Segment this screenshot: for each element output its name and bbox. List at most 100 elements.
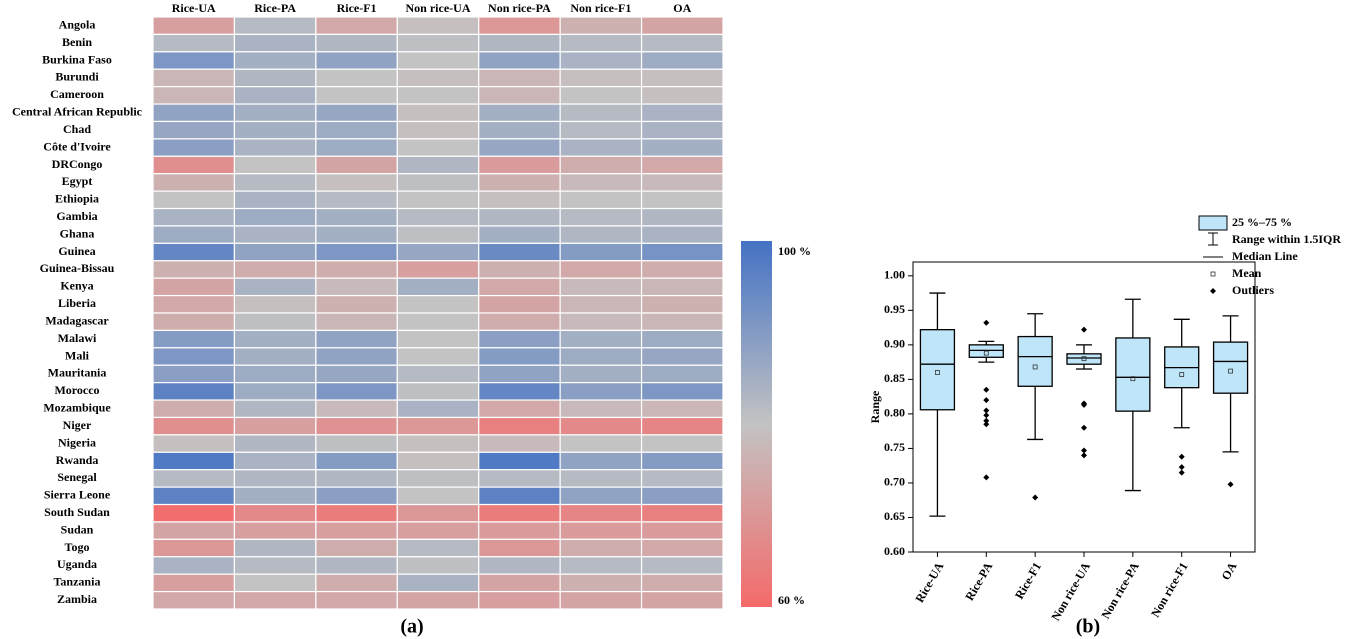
heat-cell bbox=[559, 260, 643, 279]
heat-cell bbox=[152, 451, 236, 471]
heat-cell bbox=[640, 294, 724, 314]
outlier bbox=[1081, 401, 1087, 408]
row-label: Uganda bbox=[57, 557, 97, 571]
heat-cell bbox=[559, 68, 643, 88]
heat-cell bbox=[396, 242, 480, 262]
heat-cell bbox=[559, 469, 643, 488]
heat-cell bbox=[152, 207, 236, 227]
heat-cell bbox=[640, 103, 724, 123]
heat-cell bbox=[559, 556, 643, 575]
heat-cell bbox=[315, 556, 398, 575]
heat-cell bbox=[233, 277, 317, 297]
heat-cell bbox=[233, 382, 317, 401]
heat-cell bbox=[478, 260, 561, 279]
heat-cell bbox=[559, 347, 643, 366]
heat-cell bbox=[315, 312, 398, 332]
heat-cell bbox=[478, 573, 561, 593]
heat-cell bbox=[396, 51, 480, 70]
heat-cell bbox=[640, 138, 724, 157]
heat-cell bbox=[315, 329, 398, 349]
mean-marker bbox=[1179, 372, 1185, 377]
heat-cell bbox=[152, 573, 236, 593]
heat-cell bbox=[315, 538, 398, 558]
heat-cell bbox=[233, 207, 317, 227]
heat-cell bbox=[152, 294, 236, 314]
heat-cell bbox=[559, 190, 643, 210]
heat-cell bbox=[640, 68, 724, 88]
outlier bbox=[1178, 464, 1185, 471]
heat-cell bbox=[233, 312, 317, 332]
heat-cell bbox=[233, 590, 317, 610]
heat-cell bbox=[559, 173, 643, 192]
heat-cell bbox=[233, 242, 317, 262]
box bbox=[1066, 353, 1102, 365]
y-tick-label: 0.85 bbox=[884, 371, 905, 385]
heat-cell bbox=[152, 364, 236, 384]
heat-cell bbox=[478, 434, 561, 453]
row-label: Niger bbox=[63, 418, 92, 432]
y-tick-label: 1.00 bbox=[884, 268, 905, 282]
row-label: Madagascar bbox=[45, 313, 109, 327]
heat-cell bbox=[478, 451, 561, 471]
outlier bbox=[983, 407, 990, 414]
heat-cell bbox=[640, 451, 724, 471]
row-label: Gambia bbox=[56, 209, 97, 223]
row-label: Chad bbox=[63, 122, 91, 136]
heat-cell bbox=[233, 155, 317, 175]
heat-cell bbox=[233, 138, 317, 157]
column-label: Rice-PA bbox=[254, 1, 296, 15]
x-tick-label: Non rice-PA bbox=[1098, 560, 1142, 622]
heat-cell bbox=[478, 225, 561, 244]
y-tick-label: 0.65 bbox=[884, 509, 905, 523]
row-label: Ghana bbox=[60, 226, 95, 240]
heat-cell bbox=[152, 277, 236, 297]
x-tick-label: Rice-PA bbox=[962, 560, 995, 603]
outlier bbox=[1227, 481, 1234, 488]
heat-cell bbox=[315, 242, 398, 262]
heat-cell bbox=[315, 573, 398, 593]
heat-cell bbox=[640, 399, 724, 419]
heat-cell bbox=[152, 33, 236, 53]
legend-outlier bbox=[1210, 288, 1216, 294]
color-bar bbox=[741, 241, 772, 607]
heat-cell bbox=[559, 277, 643, 297]
caption: (b) bbox=[1076, 616, 1100, 638]
heat-cell bbox=[559, 207, 643, 227]
heat-cell bbox=[559, 16, 643, 36]
heat-cell bbox=[559, 225, 643, 244]
heat-cell bbox=[152, 538, 236, 558]
heat-cell bbox=[233, 399, 317, 419]
heat-cell bbox=[478, 16, 561, 36]
outlier bbox=[983, 417, 990, 424]
heat-cell bbox=[478, 382, 561, 401]
row-label: Egypt bbox=[62, 174, 93, 188]
legend-box bbox=[1198, 215, 1228, 231]
heat-cell bbox=[396, 416, 480, 436]
heat-cell bbox=[315, 451, 398, 471]
heat-cell bbox=[152, 329, 236, 349]
legend-label: Outliers bbox=[1232, 283, 1274, 297]
heat-cell bbox=[152, 416, 236, 436]
row-label: Nigeria bbox=[58, 435, 96, 449]
heat-cell bbox=[559, 312, 643, 332]
legend-label: 25 %–75 % bbox=[1232, 215, 1292, 229]
heat-cell bbox=[478, 590, 561, 610]
color-tick-label: 100 % bbox=[778, 244, 811, 258]
heat-cell bbox=[233, 556, 317, 575]
heat-cell bbox=[396, 556, 480, 575]
heat-cell bbox=[478, 33, 561, 53]
mean-marker bbox=[1130, 376, 1136, 382]
heat-cell bbox=[396, 138, 480, 157]
heat-cell bbox=[396, 364, 480, 384]
row-label: Malawi bbox=[58, 331, 97, 345]
heat-cell bbox=[233, 294, 317, 314]
heat-cell bbox=[640, 486, 724, 506]
heat-cell bbox=[396, 590, 480, 610]
mean-marker bbox=[1228, 368, 1233, 374]
heat-cell bbox=[478, 556, 561, 575]
heat-cell bbox=[233, 329, 317, 349]
heat-cell bbox=[478, 416, 561, 436]
heat-cell bbox=[152, 260, 236, 279]
